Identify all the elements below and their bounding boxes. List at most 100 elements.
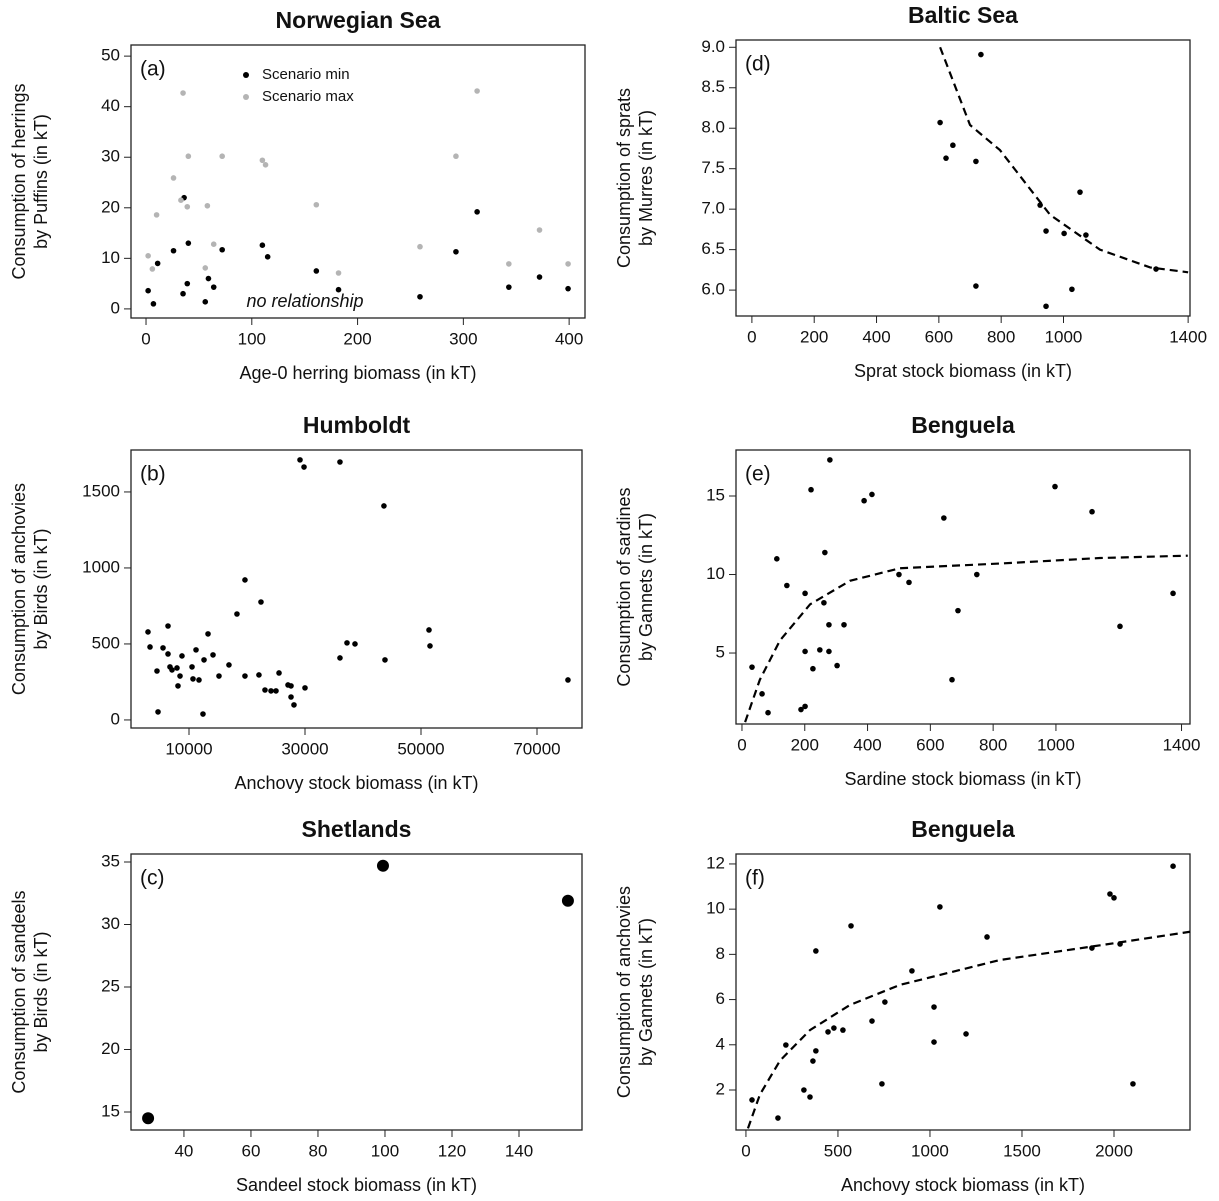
x-tick-label: 300 xyxy=(449,329,477,348)
y-axis-label: Consumption of herrings xyxy=(9,83,29,279)
point xyxy=(937,119,943,126)
y-tick-label: 8.0 xyxy=(701,118,725,137)
plot-box xyxy=(735,449,1191,725)
point xyxy=(145,253,151,259)
x-tick-label: 70000 xyxy=(513,739,560,758)
x-tick-label: 1000 xyxy=(1037,735,1075,754)
fit-curve xyxy=(744,554,1188,723)
point xyxy=(264,254,271,260)
point xyxy=(142,1112,155,1125)
point xyxy=(973,158,979,165)
point xyxy=(1111,895,1117,901)
y-tick-label: 4 xyxy=(716,1034,725,1053)
point xyxy=(185,153,192,160)
y-tick-label: 6.5 xyxy=(701,239,725,258)
y-axis-label: Consumption of anchovies xyxy=(9,483,29,695)
point xyxy=(302,685,308,691)
point xyxy=(506,284,512,290)
point xyxy=(190,676,196,682)
point xyxy=(276,670,282,676)
x-tick-label: 0 xyxy=(747,327,756,346)
point xyxy=(204,202,211,209)
y-axis-label: Consumption of sprats xyxy=(614,88,634,268)
panel-label: (b) xyxy=(140,463,166,486)
point xyxy=(268,688,274,694)
point xyxy=(826,648,832,655)
point xyxy=(337,655,343,661)
x-tick-label: 40 xyxy=(174,1141,193,1160)
point xyxy=(165,651,171,657)
point xyxy=(807,1094,813,1100)
point xyxy=(802,590,808,597)
panel-title: Shetlands xyxy=(302,816,412,842)
point xyxy=(834,662,840,669)
point xyxy=(906,579,912,586)
point xyxy=(165,623,171,629)
x-tick-label: 800 xyxy=(979,735,1007,754)
x-axis-label: Sprat stock biomass (in kT) xyxy=(854,361,1072,381)
point xyxy=(749,1097,755,1103)
point xyxy=(219,246,225,253)
panel-title: Norwegian Sea xyxy=(276,7,441,33)
y-tick-label: 20 xyxy=(101,1039,120,1058)
point xyxy=(154,668,160,674)
point xyxy=(301,464,307,470)
point xyxy=(427,643,433,649)
point xyxy=(1043,303,1049,310)
point xyxy=(337,459,343,465)
point xyxy=(941,515,947,521)
point xyxy=(1037,202,1043,208)
y-axis-label: Consumption of anchovies xyxy=(614,886,634,1098)
point xyxy=(426,627,432,633)
y-tick-label: 8 xyxy=(716,944,725,963)
x-tick-label: 1400 xyxy=(1163,735,1201,754)
point xyxy=(202,299,209,305)
point xyxy=(749,664,755,670)
point xyxy=(202,265,209,271)
point xyxy=(774,556,780,562)
y-axis-label: by Birds (in kT) xyxy=(31,528,51,649)
point xyxy=(1153,266,1159,272)
point xyxy=(474,88,480,94)
point xyxy=(335,286,342,293)
point xyxy=(869,1018,875,1024)
point xyxy=(831,1025,837,1031)
x-axis-label: Age-0 herring biomass (in kT) xyxy=(239,363,476,383)
point xyxy=(145,629,151,635)
point xyxy=(827,457,833,463)
point xyxy=(196,677,202,683)
annotation: no relationship xyxy=(246,291,363,311)
x-tick-label: 120 xyxy=(438,1141,466,1160)
point xyxy=(256,672,262,678)
point xyxy=(561,894,574,907)
point xyxy=(242,577,248,583)
point xyxy=(170,247,177,254)
point xyxy=(242,673,248,679)
y-tick-label: 10 xyxy=(706,899,725,918)
panel-title: Baltic Sea xyxy=(908,2,1018,28)
x-tick-label: 10000 xyxy=(165,739,212,758)
plot-box xyxy=(130,44,586,319)
x-tick-label: 200 xyxy=(791,735,819,754)
x-tick-label: 50000 xyxy=(397,739,444,758)
point xyxy=(352,641,358,647)
point xyxy=(193,647,199,653)
legend-label: Scenario max xyxy=(262,88,354,105)
point xyxy=(949,676,955,683)
y-axis-label: by Murres (in kT) xyxy=(636,110,656,246)
x-tick-label: 400 xyxy=(862,327,890,346)
fit-curve xyxy=(939,46,1189,274)
y-tick-label: 6 xyxy=(716,989,725,1008)
y-tick-label: 5 xyxy=(716,643,725,662)
fit-curve xyxy=(746,930,1191,1129)
x-tick-label: 1000 xyxy=(1045,327,1083,346)
x-tick-label: 400 xyxy=(853,735,881,754)
x-tick-label: 0 xyxy=(741,1141,750,1160)
point xyxy=(825,1029,831,1035)
point xyxy=(170,175,177,181)
point xyxy=(145,287,151,294)
point xyxy=(417,293,423,300)
point xyxy=(417,243,423,250)
point xyxy=(861,497,867,504)
point xyxy=(1043,228,1049,234)
